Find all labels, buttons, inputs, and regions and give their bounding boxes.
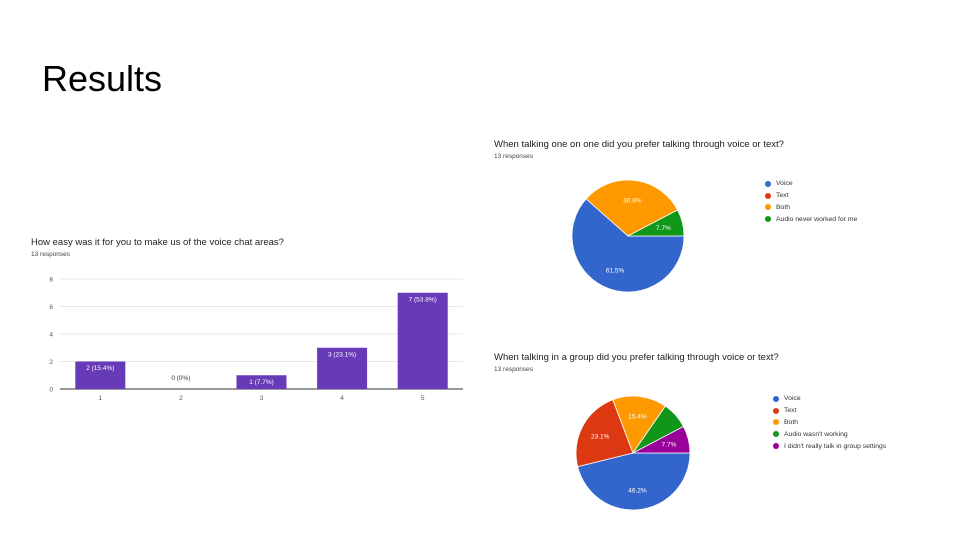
bar <box>397 292 448 389</box>
y-tick-label: 8 <box>49 277 53 284</box>
legend-swatch <box>773 395 779 402</box>
pie2-subtitle: 13 responses <box>494 366 534 373</box>
bar <box>317 347 368 389</box>
legend-item: Voice <box>773 393 886 405</box>
x-tick-label: 3 <box>260 395 264 402</box>
y-tick-label: 2 <box>49 359 53 366</box>
bar-data-label: 3 (23.1%) <box>328 351 356 358</box>
bar-chart-subtitle: 13 responses <box>31 251 71 258</box>
y-tick-label: 0 <box>49 387 53 394</box>
x-tick-label: 1 <box>98 395 102 402</box>
legend-swatch <box>765 204 771 211</box>
bar <box>236 375 287 389</box>
legend-label: Both <box>784 418 798 426</box>
pie-percent-label: 61.5% <box>606 268 625 275</box>
legend-label: Audio never worked for me <box>776 215 858 223</box>
legend-label: Audio wasn't working <box>784 430 848 438</box>
legend-label: Text <box>776 192 789 200</box>
legend-item: Text <box>765 190 857 202</box>
bar-chart: 0 2 4 6 8 2 (15.4%) 1 0 (0%) 2 1 (7.7%) 3 3 (23.1%)… <box>49 277 463 402</box>
bar-data-label: 0 (0%) <box>171 375 190 382</box>
legend-label: Voice <box>776 180 793 188</box>
pie1-title: When talking one on one did you prefer t… <box>494 139 784 150</box>
legend-item: Both <box>765 202 857 214</box>
legend-item: Text <box>773 405 886 417</box>
legend-label: Text <box>784 407 797 415</box>
legend-swatch <box>773 431 779 438</box>
pie-chart-group: 46.2% 23.1% 15.4% 7.7% <box>575 395 691 511</box>
y-tick-label: 6 <box>49 304 53 311</box>
legend-item: Voice <box>765 178 857 190</box>
pie1-legend: Voice Text Both Audio never worked for me <box>765 178 857 225</box>
bar-chart-header: How easy was it for you to make us of th… <box>31 237 284 258</box>
pie2-header: When talking in a group did you prefer t… <box>494 352 779 373</box>
pie-slice <box>612 395 666 454</box>
legend-item: Audio wasn't working <box>773 428 886 440</box>
pie2-title: When talking in a group did you prefer t… <box>494 352 779 363</box>
legend-swatch <box>773 407 779 414</box>
bar-data-label: 7 (53.8%) <box>409 296 437 303</box>
pie-percent-label: 7.7% <box>662 442 677 449</box>
legend-swatch <box>765 180 771 187</box>
pie-slice <box>585 179 679 237</box>
bar <box>75 361 126 389</box>
pie-percent-label: 15.4% <box>628 414 647 421</box>
y-tick-label: 4 <box>49 332 53 339</box>
pie-percent-label: 23.1% <box>591 433 610 440</box>
x-tick-label: 4 <box>340 395 344 402</box>
pie1-header: When talking one on one did you prefer t… <box>494 139 784 160</box>
legend-label: I didn't really talk in group settings <box>784 442 887 450</box>
bar-data-label: 1 (7.7%) <box>249 379 274 386</box>
pie-chart-one-on-one: 61.5% 30.8% 7.7% <box>571 179 685 293</box>
legend-label: Voice <box>784 395 801 403</box>
legend-label: Both <box>776 203 790 211</box>
legend-item: Both <box>773 417 886 429</box>
legend-swatch <box>765 192 771 199</box>
pie1-subtitle: 13 responses <box>494 153 534 160</box>
x-tick-label: 2 <box>179 395 183 402</box>
pie-percent-label: 46.2% <box>628 487 647 494</box>
pie-percent-label: 30.8% <box>623 197 642 204</box>
pie-slice <box>632 425 691 454</box>
x-tick-label: 5 <box>421 395 425 402</box>
pie-slice <box>577 452 691 511</box>
legend-item: I didn't really talk in group settings <box>773 440 886 452</box>
slide-title: Results <box>42 58 163 99</box>
legend-swatch <box>773 443 779 450</box>
pie-slice <box>627 209 685 237</box>
legend-swatch <box>765 216 771 223</box>
pie2-legend: Voice Text Both Audio wasn't working I didn'… <box>773 393 886 452</box>
bar-data-label: 2 (15.4%) <box>86 365 114 372</box>
pie-percent-label: 7.7% <box>656 225 671 232</box>
bar-chart-title: How easy was it for you to make us of th… <box>31 237 284 248</box>
legend-item: Audio never worked for me <box>765 213 857 225</box>
legend-swatch <box>773 419 779 426</box>
pie-slice <box>571 198 685 293</box>
